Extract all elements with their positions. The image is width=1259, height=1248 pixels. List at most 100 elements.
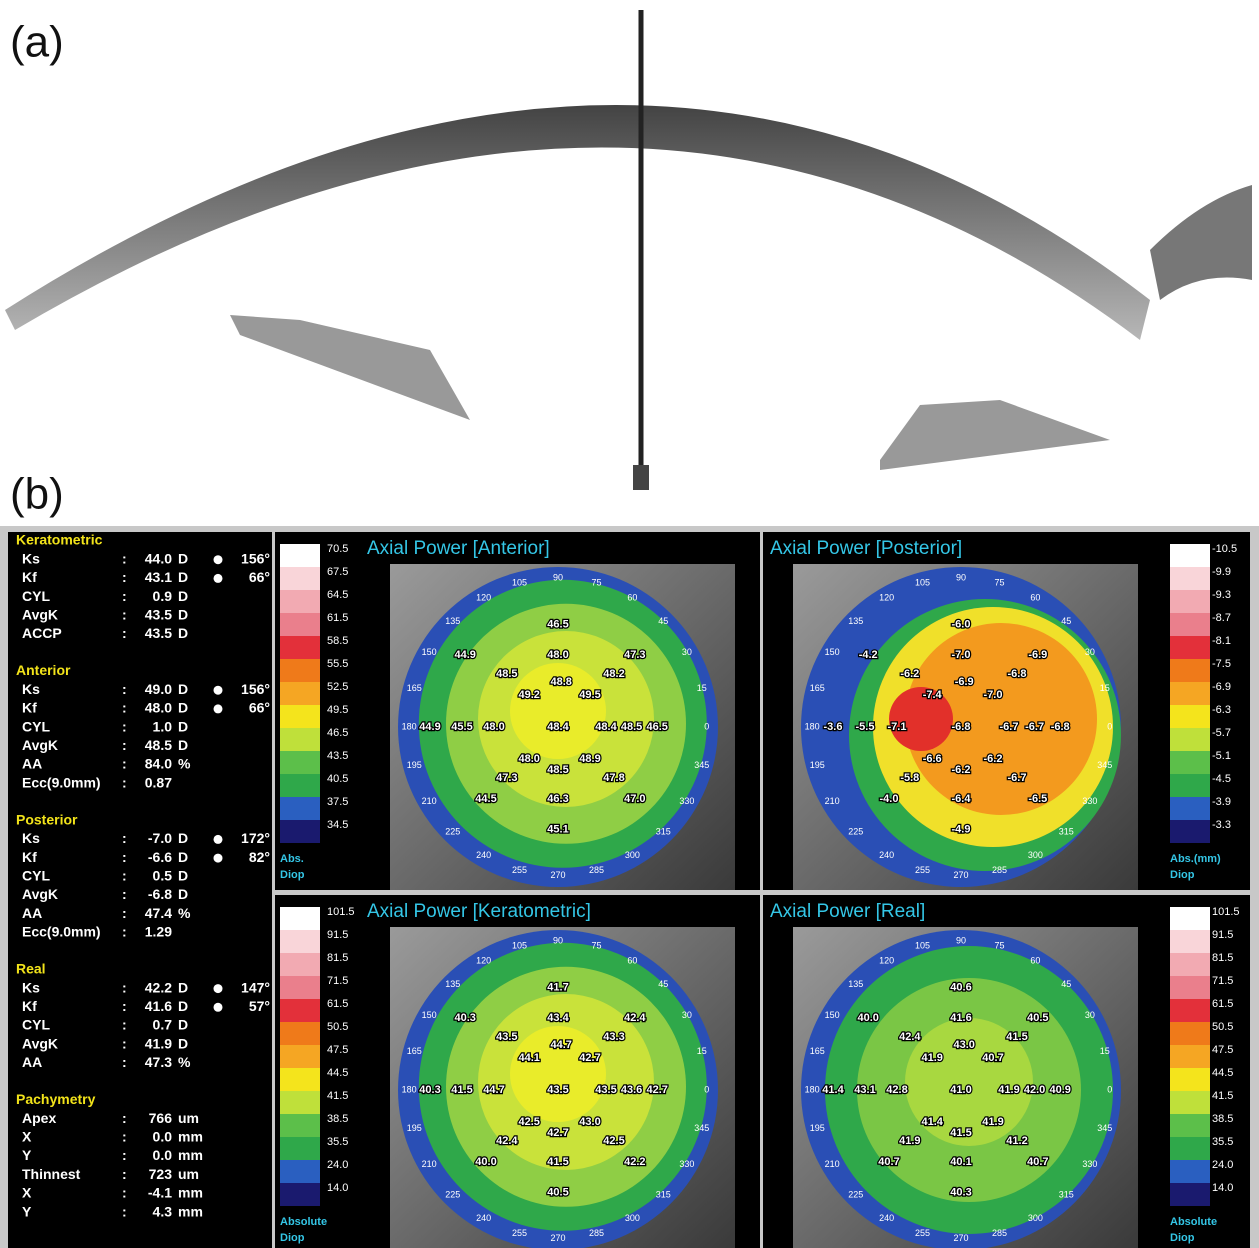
angle-label: 345 [694, 760, 709, 770]
map-value: 48.9 [579, 753, 600, 765]
scale-block [1170, 930, 1210, 953]
row-value: 47.4 [145, 905, 172, 921]
angle-label: 165 [407, 1046, 422, 1056]
scale-block [1170, 659, 1210, 682]
angle-label: 135 [848, 616, 863, 626]
row-label: AvgK [22, 607, 58, 623]
separator: : [122, 569, 127, 585]
scale-unit: Diop [1170, 1232, 1195, 1244]
angle-label: 225 [445, 1190, 460, 1200]
map-value: 49.2 [518, 689, 539, 701]
angle-label: 270 [953, 1233, 968, 1243]
scale-block [1170, 953, 1210, 976]
scale-label: 35.5 [327, 1136, 348, 1148]
angle-label: 180 [805, 1084, 820, 1094]
map-value: 40.6 [950, 982, 971, 994]
map-value: 48.4 [595, 721, 617, 733]
map-value: 48.2 [603, 668, 624, 680]
scale-label: 47.5 [1212, 1044, 1233, 1056]
angle-label: 345 [1097, 1123, 1112, 1133]
scale-block [280, 1137, 320, 1160]
angle-label: 285 [992, 1228, 1007, 1238]
scale-block [280, 999, 320, 1022]
separator: : [122, 607, 127, 623]
map-zone [889, 687, 953, 751]
row-value: 0.7 [153, 1017, 173, 1033]
map-value: 41.5 [451, 1084, 472, 1096]
separator: : [122, 924, 127, 940]
map-title: Axial Power [Anterior] [367, 538, 550, 559]
angle-label: 285 [992, 865, 1007, 875]
map-value: -7.4 [923, 689, 943, 701]
map-value: 46.3 [547, 793, 568, 805]
angle-label: 0 [1107, 1084, 1112, 1094]
row-label: Ks [22, 979, 40, 995]
row-unit: D [178, 849, 188, 865]
map-value: 44.9 [419, 721, 440, 733]
scale-unit: Diop [1170, 869, 1195, 881]
row-unit: D [178, 868, 188, 884]
row-unit: D [178, 998, 188, 1014]
angle-label: 60 [1030, 956, 1040, 966]
map-value: 40.1 [950, 1156, 971, 1168]
row-unit: D [178, 830, 188, 846]
map-value: -7.0 [984, 689, 1003, 701]
scale-label: -7.5 [1212, 658, 1231, 670]
row-label: Apex [22, 1110, 56, 1126]
separator: : [122, 886, 127, 902]
map-value: 40.9 [1049, 1084, 1070, 1096]
separator: : [122, 681, 127, 697]
angle-label: 30 [682, 1010, 692, 1020]
map-value: 42.4 [624, 1012, 646, 1024]
row-unit: D [178, 1035, 188, 1051]
row-value: 0.0 [153, 1129, 173, 1145]
scale-label: 24.0 [1212, 1159, 1233, 1171]
separator: : [122, 550, 127, 566]
row-value: 42.2 [145, 979, 172, 995]
row-label: Y [22, 1203, 32, 1219]
map-value: -6.0 [952, 619, 971, 631]
map-value: -6.7 [1000, 721, 1019, 733]
map-value: 41.9 [921, 1052, 942, 1064]
row-unit: mm [178, 1203, 203, 1219]
angle-label: 60 [627, 956, 637, 966]
angle-label: 225 [445, 827, 460, 837]
scale-label: -10.5 [1212, 543, 1237, 555]
row-label: Kf [22, 998, 37, 1014]
row-value: 4.3 [153, 1203, 173, 1219]
scale-block [280, 953, 320, 976]
axis-bullet [214, 555, 223, 564]
angle-label: 105 [915, 578, 930, 588]
map-value: 42.4 [496, 1135, 518, 1147]
map-value: -4.0 [880, 793, 899, 805]
axis-bullet [214, 984, 223, 993]
scale-block [280, 567, 320, 590]
section-title: Real [16, 961, 46, 977]
separator: : [122, 700, 127, 716]
row-axis: 66° [249, 700, 270, 716]
scale-label: 41.5 [1212, 1090, 1233, 1102]
row-value: 43.1 [145, 569, 172, 585]
section-title: Keratometric [16, 532, 103, 548]
scale-label: -5.1 [1212, 750, 1231, 762]
scale-label: 35.5 [1212, 1136, 1233, 1148]
map-value: 42.4 [899, 1031, 921, 1043]
angle-label: 270 [550, 870, 565, 880]
separator: : [122, 979, 127, 995]
map-title: Axial Power [Posterior] [770, 538, 962, 559]
separator: : [122, 1017, 127, 1033]
scale-block [280, 1160, 320, 1183]
row-unit: D [178, 607, 188, 623]
row-value: 48.5 [145, 737, 172, 753]
scale-label: 61.5 [327, 612, 348, 624]
scale-block [1170, 567, 1210, 590]
row-label: X [22, 1129, 32, 1145]
scale-label: 71.5 [327, 975, 348, 987]
map-value: 48.0 [483, 721, 504, 733]
angle-label: 180 [402, 721, 417, 731]
map-value: 40.7 [1027, 1156, 1048, 1168]
map-value: -6.7 [1008, 772, 1027, 784]
map-value: 48.5 [621, 721, 642, 733]
separator: : [122, 998, 127, 1014]
map-value: 47.3 [624, 649, 645, 661]
